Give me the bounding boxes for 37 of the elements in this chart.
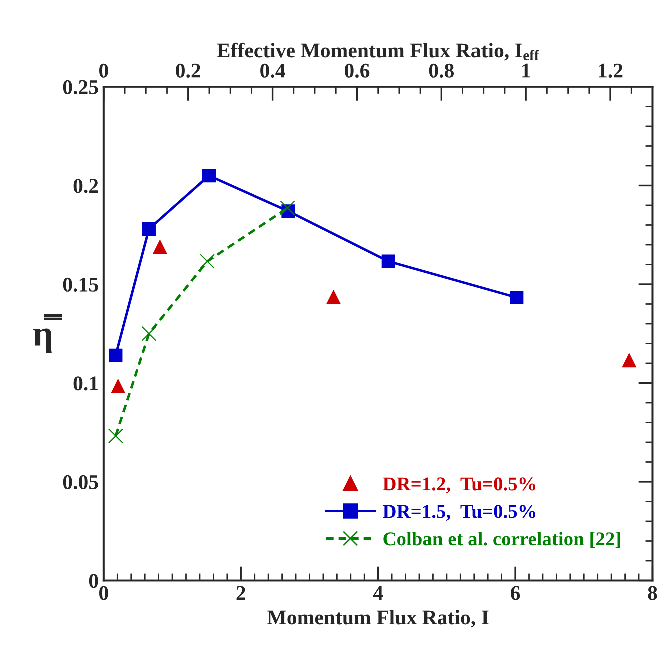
x2-tick-label: 0.6 bbox=[345, 64, 370, 78]
y-tick-label: 0 bbox=[89, 574, 98, 588]
point bbox=[382, 254, 396, 268]
x2-axis-title: Effective Momentum Flux Ratio, I$_{eff}$ bbox=[217, 42, 540, 61]
y-axis-title: η̿ bbox=[33, 314, 62, 354]
x2-tick-label: 0 bbox=[100, 64, 108, 78]
y-tick-label: 0.05 bbox=[63, 475, 98, 490]
legend-label: Colban et al. correlation [22] bbox=[384, 532, 620, 548]
x2-tick-label: 1.2 bbox=[599, 64, 623, 78]
x2-tick-label: 0.8 bbox=[429, 64, 454, 78]
point bbox=[142, 326, 157, 342]
legend-label: DR=1.2, Tu=0.5% bbox=[383, 478, 536, 494]
x2-tick-label: 0.2 bbox=[176, 64, 200, 78]
x-axis-title: Momentum Flux Ratio, I bbox=[268, 610, 489, 628]
point bbox=[109, 348, 123, 362]
point bbox=[280, 200, 296, 216]
y-tick-label: 0.25 bbox=[63, 80, 98, 95]
x-tick-label: 2 bbox=[236, 586, 246, 600]
x-tick-label: 6 bbox=[511, 586, 520, 600]
point bbox=[152, 240, 168, 254]
y-tick-label: 0.1 bbox=[74, 376, 98, 391]
point bbox=[326, 290, 342, 304]
legend-label: DR=1.5, Tu=0.5% bbox=[383, 505, 536, 522]
x-tick-label: 0 bbox=[100, 586, 108, 600]
y-tick-label: 0.15 bbox=[63, 278, 98, 292]
point bbox=[202, 169, 216, 183]
point bbox=[142, 222, 156, 236]
point bbox=[108, 428, 124, 444]
x-tick-label: 4 bbox=[373, 586, 384, 600]
point bbox=[622, 353, 637, 368]
x-tick-label: 8 bbox=[648, 586, 658, 600]
x2-tick-label: 0.4 bbox=[260, 64, 286, 78]
point bbox=[200, 254, 215, 270]
point bbox=[510, 290, 524, 304]
x2-tick-label: 1 bbox=[522, 64, 530, 78]
point bbox=[111, 378, 126, 394]
y-tick-label: 0.2 bbox=[74, 179, 98, 194]
